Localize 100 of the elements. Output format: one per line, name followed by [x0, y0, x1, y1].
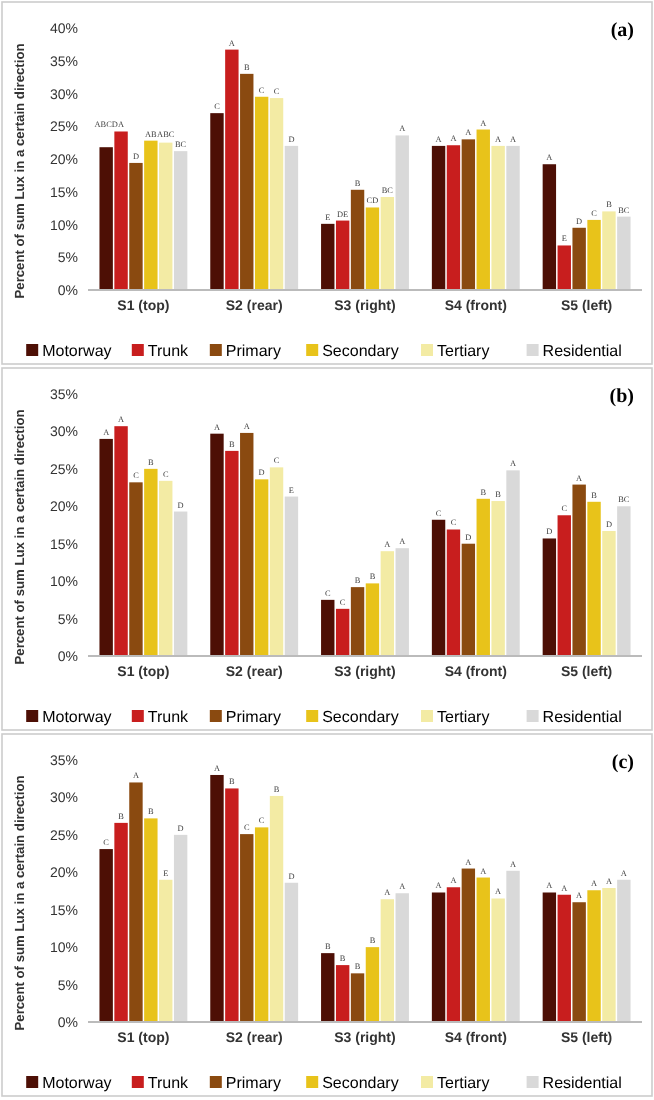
legend-label: Residential: [542, 342, 623, 360]
legend-label: Motorway: [42, 708, 112, 726]
bar: [254, 479, 269, 656]
bar: [542, 892, 557, 1022]
legend-label: Primary: [225, 1074, 281, 1092]
bar: [587, 219, 601, 290]
bar: [254, 96, 269, 290]
bar: [284, 145, 299, 290]
bar: [446, 145, 461, 290]
bar: [129, 482, 143, 656]
bar: [335, 965, 350, 1022]
bar: [173, 511, 188, 656]
bar: [617, 216, 631, 290]
legend-label: Secondary: [322, 342, 399, 360]
bar: [240, 834, 254, 1022]
legend-label: Tertiary: [437, 708, 490, 726]
bar: [491, 898, 505, 1022]
legend-label: Residential: [542, 708, 623, 726]
bar: [395, 135, 409, 290]
bar: [114, 426, 128, 656]
bar: [254, 827, 269, 1022]
legend-label: Primary: [225, 342, 281, 360]
bar: [210, 433, 224, 656]
bar: [159, 480, 173, 656]
bar: [210, 113, 224, 290]
bar: [321, 223, 335, 290]
bar: [557, 245, 571, 290]
legend-label: Trunk: [147, 342, 191, 360]
bar: [617, 879, 631, 1022]
bar: [431, 892, 446, 1022]
legend-label: Secondary: [322, 708, 399, 726]
bar: [269, 795, 284, 1022]
bar: [587, 890, 601, 1022]
bar: [144, 140, 158, 290]
legend-label: Tertiary: [437, 342, 490, 360]
chart-title: (a): [610, 20, 634, 42]
bar: [587, 501, 601, 656]
legend-label: Primary: [225, 708, 281, 726]
bar: [506, 470, 520, 656]
bar: [602, 211, 616, 290]
bar: [350, 189, 365, 290]
bar: [144, 818, 158, 1022]
bar: [461, 868, 476, 1022]
bar: [269, 467, 284, 656]
bar: [335, 608, 350, 656]
bar: [476, 129, 490, 290]
bar: [335, 220, 350, 290]
bar: [446, 529, 461, 656]
bar: [572, 902, 586, 1022]
bar: [431, 145, 446, 290]
legend-label: Trunk: [147, 1074, 191, 1092]
bar: [602, 888, 616, 1022]
chart-title: (b): [609, 386, 634, 408]
bar: [557, 515, 571, 656]
bar: [129, 782, 143, 1022]
bar: [114, 131, 128, 290]
bar: [461, 543, 476, 656]
bar: [321, 953, 335, 1022]
legend-label: Motorway: [42, 342, 112, 360]
bar: [380, 196, 395, 290]
bar: [617, 506, 631, 656]
bar: [99, 147, 113, 290]
bar: [159, 879, 173, 1022]
bar: [572, 227, 586, 290]
bar: [506, 145, 520, 290]
bar: [269, 98, 284, 290]
legend-label: Tertiary: [437, 1074, 490, 1092]
bar: [99, 849, 113, 1022]
bar: [365, 947, 380, 1022]
bar: [350, 587, 365, 656]
bar: [380, 551, 395, 656]
bar: [350, 973, 365, 1022]
bar: [506, 870, 520, 1022]
bar: [225, 788, 239, 1022]
bar: [210, 774, 224, 1022]
bar: [476, 877, 490, 1022]
bar: [431, 519, 446, 656]
bar: [380, 899, 395, 1022]
bar: [602, 530, 616, 656]
bar: [173, 834, 188, 1022]
bar: [557, 894, 571, 1022]
bar: [365, 207, 380, 290]
bar: [284, 882, 299, 1022]
bar: [240, 73, 254, 290]
bar: [476, 498, 490, 656]
bar: [446, 887, 461, 1022]
bar: [144, 468, 158, 656]
bar: [173, 151, 188, 290]
bar: [395, 893, 409, 1022]
bar: [321, 599, 335, 656]
bar: [461, 139, 476, 290]
legend-label: Secondary: [322, 1074, 399, 1092]
bar: [225, 450, 239, 656]
legend-label: Trunk: [147, 708, 191, 726]
bar: [395, 548, 409, 656]
bar: [240, 432, 254, 656]
bar: [542, 164, 557, 290]
bar: [365, 583, 380, 656]
bar: [129, 162, 143, 290]
bar: [284, 496, 299, 656]
